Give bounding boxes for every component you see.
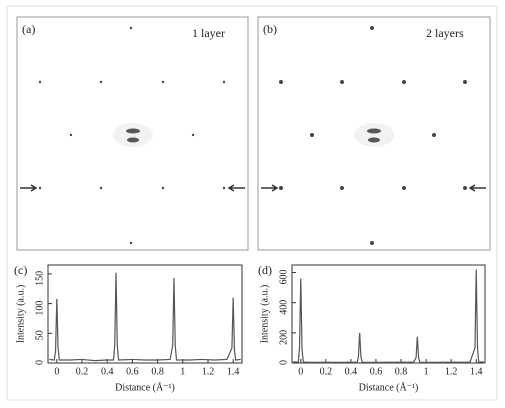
center-blob [127,137,139,143]
panel-label: (a) [22,22,35,36]
panel-label: (c) [14,263,27,277]
y-tick-label: 200 [278,330,289,345]
x-tick-label: 1.4 [470,366,483,377]
center-halo [113,123,153,147]
x-tick-label: 1.2 [445,366,458,377]
figure-frame [6,5,498,401]
plot-frame [47,264,243,364]
y-tick-label: 0 [278,360,289,365]
spot [279,80,283,84]
x-tick-label: 0.4 [101,366,114,377]
panel-label: (d) [258,263,272,277]
center-blob [368,137,380,143]
spot [191,133,195,137]
x-tick-label: 1.2 [202,366,215,377]
x-tick-label: 0.4 [345,366,358,377]
panel-caption: 1 layer [192,26,225,40]
panel-a-image [16,16,249,251]
x-tick-label: 1 [180,366,185,377]
x-tick-label: 0.2 [320,366,333,377]
spot [432,133,436,137]
x-tick-label: 0 [298,366,303,377]
panel-caption: 2 layers [426,26,464,40]
center-blob [367,128,381,134]
spot [310,133,314,137]
spot [69,133,73,137]
arrow [227,184,245,192]
intensity-line [49,272,241,362]
spot [370,26,374,30]
plot-frame [291,264,486,364]
spot [222,186,226,190]
y-tick-label: 400 [278,300,289,315]
x-tick-label: 0.8 [151,366,164,377]
spot [222,80,226,84]
center-halo [354,123,394,147]
x-tick-label: 0 [54,366,59,377]
spot [38,186,42,190]
diffraction-spots [20,26,486,245]
spot [129,241,133,245]
center-blob [126,128,140,134]
x-tick-label: 0.2 [76,366,89,377]
spot [370,241,374,245]
y-tick-label: 150 [34,271,45,286]
x-axis-title: Distance (Å⁻¹) [115,381,175,393]
y-axis-title: Intensity (a.u.) [259,285,270,344]
spot [99,80,103,84]
y-axis-title: Intensity (a.u.) [15,285,26,344]
spot [340,186,344,190]
x-axis-title: Distance (Å⁻¹) [359,381,419,393]
y-tick-label: 0 [34,360,45,365]
spot [161,80,165,84]
arrow [261,184,279,192]
x-tick-label: 0.8 [395,366,408,377]
spot [38,80,42,84]
spot [129,26,133,30]
x-tick-label: 0.6 [126,366,139,377]
y-tick-label: 600 [278,270,289,285]
x-tick-label: 1 [424,366,429,377]
spot [340,80,344,84]
y-tick-label: 50 [34,330,45,340]
x-tick-label: 0.6 [370,366,383,377]
spot [161,186,165,190]
spot [463,80,467,84]
spot [279,186,283,190]
spot [402,80,406,84]
spot [99,186,103,190]
panel-label: (b) [263,22,277,36]
spot [402,186,406,190]
x-tick-label: 1.4 [227,366,240,377]
spot [463,186,467,190]
intensity-line [293,269,484,364]
arrow [468,184,486,192]
y-tick-label: 100 [34,301,45,316]
arrow [20,184,38,192]
